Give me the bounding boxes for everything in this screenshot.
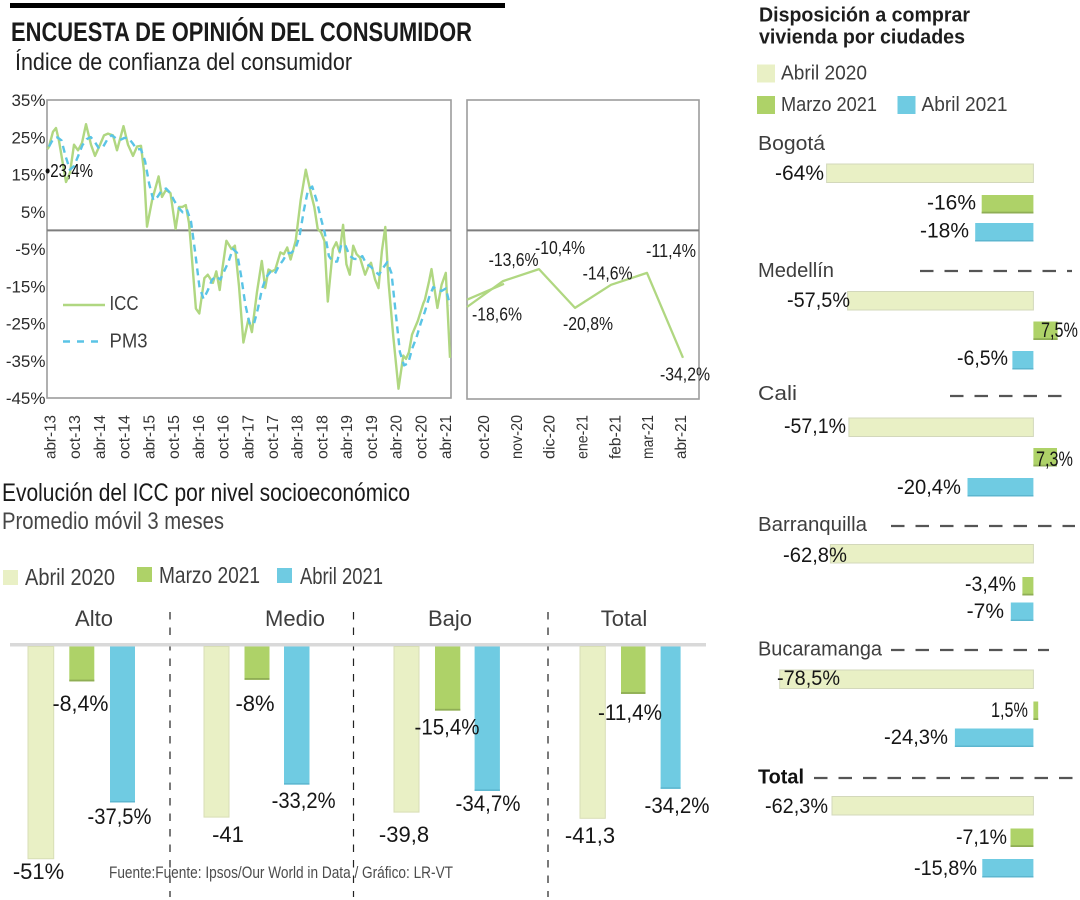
svg-text:abr-21: abr-21 <box>438 415 455 459</box>
svg-text:Abril 2020: Abril 2020 <box>781 63 867 85</box>
svg-text:-10,4%: -10,4% <box>535 237 585 258</box>
svg-text:-8%: -8% <box>235 691 274 716</box>
svg-text:Marzo 2021: Marzo 2021 <box>781 94 877 116</box>
svg-text:-11,4%: -11,4% <box>598 700 662 725</box>
svg-text:-5%: -5% <box>15 240 45 259</box>
svg-text:-39,8: -39,8 <box>379 822 429 847</box>
svg-text:-41,3: -41,3 <box>565 823 615 848</box>
svg-text:Medellín: Medellín <box>758 260 834 282</box>
svg-text:ICC: ICC <box>110 293 139 315</box>
svg-text:abr-20: abr-20 <box>389 415 406 459</box>
svg-text:abr-18: abr-18 <box>290 415 307 459</box>
svg-text:35%: 35% <box>11 91 45 110</box>
svg-text:-62,8%: -62,8% <box>783 544 847 567</box>
svg-text:-57,5%: -57,5% <box>787 289 850 312</box>
svg-text:Medio: Medio <box>265 606 325 631</box>
svg-text:-20,4%: -20,4% <box>897 476 961 499</box>
svg-text:Total: Total <box>601 606 647 631</box>
svg-text:7,3%: 7,3% <box>1036 448 1073 471</box>
svg-text:abr-15: abr-15 <box>141 415 158 459</box>
svg-text:-16%: -16% <box>927 192 976 215</box>
svg-text:oct-16: oct-16 <box>216 415 233 459</box>
svg-text:oct-14: oct-14 <box>117 415 134 459</box>
svg-text:-51%: -51% <box>13 859 64 884</box>
svg-text:oct-19: oct-19 <box>364 415 381 459</box>
svg-text:abr-19: abr-19 <box>339 415 356 459</box>
svg-text:-35%: -35% <box>6 352 46 371</box>
svg-text:PM3: PM3 <box>110 331 148 353</box>
svg-text:dic-20: dic-20 <box>542 415 559 459</box>
svg-text:5%: 5% <box>21 203 46 222</box>
svg-text:abr-13: abr-13 <box>43 415 60 459</box>
svg-text:oct-20: oct-20 <box>476 415 493 459</box>
svg-text:-33,2%: -33,2% <box>272 788 336 813</box>
svg-text:-15%: -15% <box>6 277 46 296</box>
svg-text:-15,8%: -15,8% <box>914 857 977 880</box>
svg-text:-15,4%: -15,4% <box>415 715 480 740</box>
svg-text:-34,2%: -34,2% <box>660 364 710 385</box>
svg-text:-7%: -7% <box>967 600 1004 623</box>
svg-text:-18%: -18% <box>920 220 969 243</box>
svg-text:-7,1%: -7,1% <box>956 826 1007 849</box>
svg-text:-6,5%: -6,5% <box>957 347 1008 370</box>
svg-text:-24,3%: -24,3% <box>884 726 948 749</box>
svg-text:Bogotá: Bogotá <box>758 133 826 155</box>
svg-text:Fuente:Fuente: Ipsos/Our World: Fuente:Fuente: Ipsos/Our World in Data /… <box>109 864 453 882</box>
svg-text:-14,6%: -14,6% <box>583 263 633 284</box>
svg-text:Alto: Alto <box>75 606 113 631</box>
svg-text:Bucaramanga: Bucaramanga <box>758 639 883 661</box>
svg-text:Cali: Cali <box>758 383 797 405</box>
svg-text:abr-21: abr-21 <box>673 415 690 459</box>
svg-text:Barranquilla: Barranquilla <box>758 514 868 536</box>
svg-text:abr-17: abr-17 <box>240 415 257 459</box>
svg-text:nov-20: nov-20 <box>509 415 526 459</box>
svg-text:-62,3%: -62,3% <box>765 795 828 818</box>
svg-text:Abril 2020: Abril 2020 <box>25 564 115 590</box>
svg-text:•23,4%: •23,4% <box>45 160 93 181</box>
svg-text:1,5%: 1,5% <box>991 699 1028 722</box>
svg-text:oct-17: oct-17 <box>265 415 282 459</box>
svg-text:-13,6%: -13,6% <box>489 249 539 270</box>
svg-text:abr-14: abr-14 <box>92 415 109 459</box>
svg-text:-18,6%: -18,6% <box>472 304 522 325</box>
svg-text:-20,8%: -20,8% <box>563 313 613 334</box>
svg-text:-57,1%: -57,1% <box>784 415 846 438</box>
svg-text:-34,2%: -34,2% <box>645 793 710 818</box>
svg-text:Evolución del ICC por nivel so: Evolución del ICC por nivel socioeconómi… <box>2 479 410 507</box>
svg-text:Total: Total <box>758 767 804 789</box>
svg-text:15%: 15% <box>11 166 45 185</box>
svg-text:25%: 25% <box>11 128 45 147</box>
svg-text:feb-21: feb-21 <box>607 415 624 459</box>
svg-text:ene-21: ene-21 <box>575 415 592 459</box>
svg-text:-37,5%: -37,5% <box>88 804 152 829</box>
svg-text:-3,4%: -3,4% <box>965 573 1016 596</box>
svg-text:mar-21: mar-21 <box>640 415 657 459</box>
svg-text:-25%: -25% <box>6 315 46 334</box>
svg-text:Abril 2021: Abril 2021 <box>300 563 383 589</box>
svg-text:-78,5%: -78,5% <box>777 667 840 690</box>
svg-text:ENCUESTA DE OPINIÓN DEL CONSUM: ENCUESTA DE OPINIÓN DEL CONSUMIDOR <box>11 16 472 47</box>
svg-text:oct-18: oct-18 <box>314 415 331 459</box>
svg-text:Índice de confianza del consum: Índice de confianza del consumidor <box>15 49 352 76</box>
svg-text:-64%: -64% <box>775 162 824 185</box>
svg-text:vivienda por ciudades: vivienda por ciudades <box>759 26 965 49</box>
svg-text:-34,7%: -34,7% <box>456 791 521 816</box>
svg-text:oct-13: oct-13 <box>67 415 84 459</box>
svg-text:oct-15: oct-15 <box>166 415 183 459</box>
svg-text:abr-16: abr-16 <box>191 415 208 459</box>
svg-text:Bajo: Bajo <box>428 606 472 631</box>
svg-text:-8,4%: -8,4% <box>53 691 109 716</box>
svg-text:Abril 2021: Abril 2021 <box>922 94 1008 116</box>
svg-text:oct-20: oct-20 <box>413 415 430 459</box>
svg-text:7,5%: 7,5% <box>1041 319 1078 342</box>
svg-text:Disposición a comprar: Disposición a comprar <box>759 4 970 27</box>
svg-text:-11,4%: -11,4% <box>646 240 696 261</box>
svg-text:Marzo 2021: Marzo 2021 <box>159 562 260 588</box>
svg-text:Promedio móvil 3 meses: Promedio móvil 3 meses <box>2 508 224 535</box>
svg-text:-41: -41 <box>212 822 244 847</box>
svg-text:-45%: -45% <box>6 389 46 408</box>
